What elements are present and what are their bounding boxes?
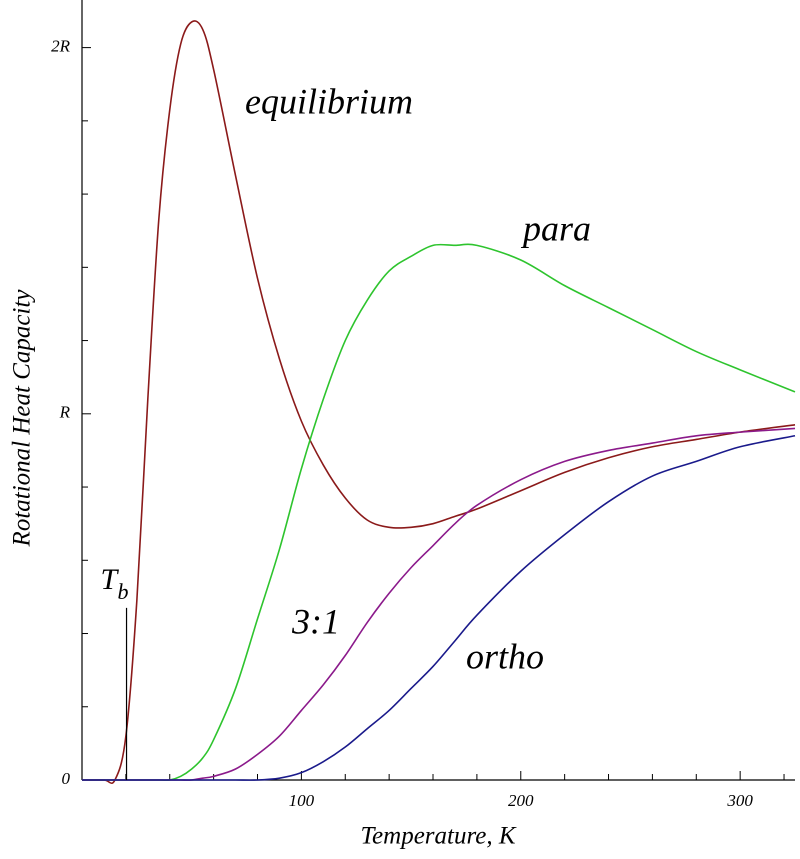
series-line bbox=[82, 434, 796, 781]
series-label: 3:1 bbox=[291, 601, 340, 641]
x-tick-label: 100 bbox=[289, 791, 315, 810]
series-label: para bbox=[520, 208, 591, 248]
series-label: equilibrium bbox=[245, 81, 413, 121]
x-axis-title: Temperature, K bbox=[360, 823, 516, 850]
series-line bbox=[82, 20, 796, 785]
y-tick-label: R bbox=[59, 403, 71, 422]
series-line bbox=[82, 243, 796, 782]
x-tick-label: 200 bbox=[508, 791, 534, 810]
y-axis-title: Rotational Heat Capacity bbox=[9, 289, 36, 548]
x-tick-label: 300 bbox=[726, 791, 753, 810]
y-tick-label: 2R bbox=[51, 37, 71, 56]
y-tick-label: 0 bbox=[62, 769, 71, 788]
series-line bbox=[82, 427, 796, 781]
series-label: ortho bbox=[466, 636, 544, 676]
annotation-subscript: b bbox=[118, 579, 129, 604]
annotation-label: T bbox=[101, 563, 120, 596]
